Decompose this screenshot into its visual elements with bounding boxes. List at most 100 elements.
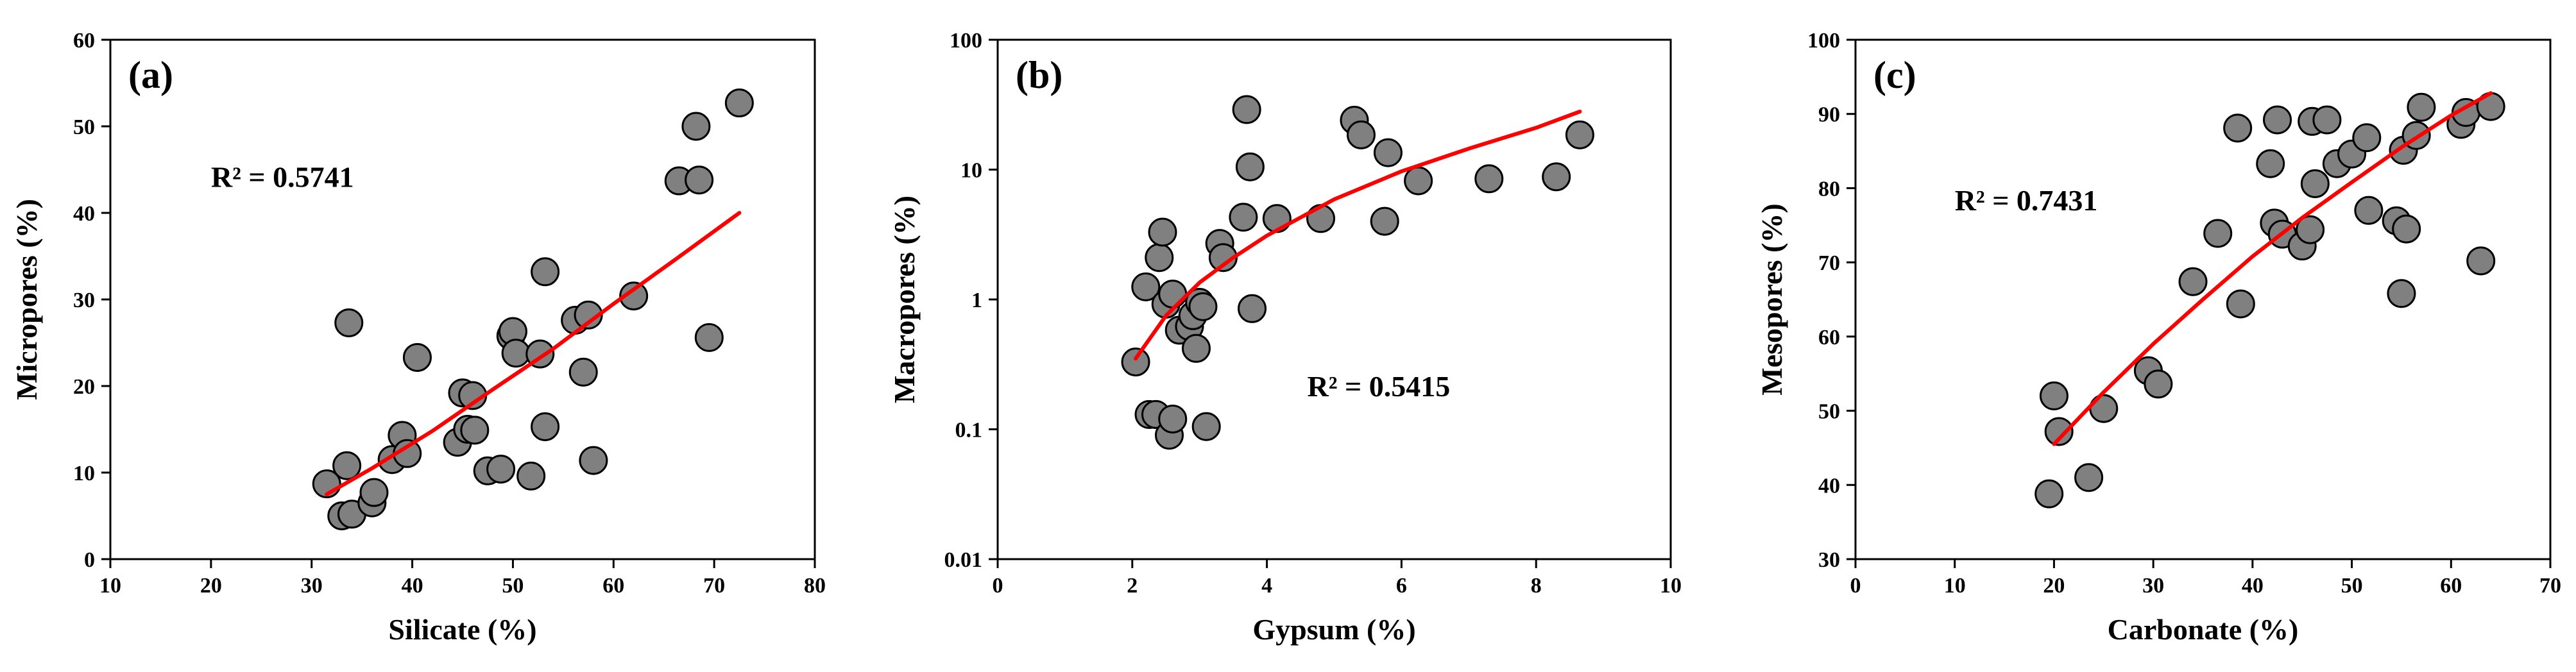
r-squared-label-c: R² = 0.7431	[1955, 184, 2098, 217]
data-point-c	[2226, 289, 2255, 319]
data-point-c	[2354, 196, 2384, 225]
data-point-c	[2256, 149, 2285, 178]
data-point-a	[516, 461, 546, 491]
trend-line-c	[2052, 91, 2493, 446]
data-point-a	[685, 165, 714, 195]
data-point-b	[1181, 333, 1211, 363]
x-tick-label-b: 6	[1396, 574, 1407, 598]
r-squared-label-a: R² = 0.5741	[211, 161, 354, 194]
data-point-b	[1346, 120, 1376, 149]
y-tick-label-a: 50	[73, 115, 95, 139]
x-tick-label-c: 70	[2539, 574, 2561, 598]
data-point-a	[681, 112, 711, 141]
x-tick-label-c: 20	[2043, 574, 2065, 598]
data-point-c	[2466, 246, 2496, 276]
y-tick-label-a: 60	[73, 29, 95, 53]
data-point-c	[2296, 215, 2325, 244]
data-point-b	[1565, 120, 1594, 149]
panel-label-b: (b)	[1016, 54, 1062, 96]
data-point-a	[694, 323, 724, 352]
data-point-b	[1158, 280, 1188, 309]
data-point-b	[1262, 204, 1292, 233]
data-point-c	[2223, 113, 2253, 143]
r-squared-label-b: R² = 0.5415	[1308, 370, 1451, 403]
panel-label-a: (a)	[128, 54, 173, 96]
x-tick-label-a: 70	[703, 574, 725, 598]
x-axis-title-a: Silicate (%)	[388, 613, 536, 646]
y-tick-label-a: 40	[73, 202, 95, 226]
panel-b: 0 2 4 6 8 10 0.01 0.1 1 10 100 Gypsum (%) Macropores…	[888, 29, 1682, 646]
data-point-c	[2407, 92, 2436, 122]
data-point-b	[1232, 95, 1261, 124]
y-axis-title-c: Mesopores (%)	[1755, 203, 1788, 395]
y-tick-label-a: 30	[73, 289, 95, 312]
x-tick-label-a: 20	[200, 574, 222, 598]
x-tick-label-c: 30	[2142, 574, 2164, 598]
x-tick-label-b: 0	[993, 574, 1003, 598]
data-point-c	[2387, 279, 2416, 308]
x-tick-label-b: 4	[1261, 574, 1272, 598]
y-tick-label-b: 0.01	[944, 548, 983, 572]
data-point-b	[1235, 152, 1265, 181]
y-axis-title-a: Micropores (%)	[10, 199, 43, 400]
data-point-a	[332, 451, 362, 480]
x-tick-label-a: 60	[602, 574, 624, 598]
x-tick-label-a: 30	[301, 574, 323, 598]
x-tick-label-a: 10	[99, 574, 121, 598]
x-tick-label-a: 50	[502, 574, 524, 598]
data-point-b	[1229, 203, 1258, 232]
trend-line-b	[1134, 110, 1582, 361]
data-point-c	[2089, 394, 2119, 423]
x-tick-label-b: 8	[1531, 574, 1542, 598]
data-point-b	[1474, 164, 1504, 194]
data-point-a	[486, 455, 516, 484]
y-tick-label-a: 10	[73, 462, 95, 485]
data-point-a	[501, 339, 531, 368]
data-point-a	[460, 416, 490, 445]
data-point-b	[1238, 294, 1267, 323]
data-point-c	[2034, 479, 2064, 508]
x-tick-label-c: 10	[1944, 574, 1966, 598]
data-point-b	[1131, 272, 1161, 301]
plot-frame-c	[1854, 38, 2552, 560]
y-tick-label-b: 0.1	[955, 419, 983, 442]
y-tick-label-a: 20	[73, 375, 95, 399]
data-point-c	[2144, 369, 2173, 399]
x-tick-label-a: 40	[402, 574, 423, 598]
data-point-c	[2203, 219, 2233, 248]
data-point-b	[1306, 204, 1336, 233]
y-tick-label-a: 0	[84, 548, 95, 572]
data-point-a	[531, 412, 560, 441]
y-tick-label-c: 100	[1807, 29, 1840, 53]
data-point-c	[2352, 123, 2382, 153]
trend-line-a	[325, 211, 742, 496]
x-tick-label-a: 80	[804, 574, 826, 598]
data-point-a	[359, 478, 389, 507]
data-point-c	[2392, 214, 2421, 244]
y-tick-label-c: 40	[1818, 474, 1840, 498]
data-point-b	[1145, 243, 1174, 273]
y-tick-label-c: 60	[1818, 326, 1840, 349]
y-tick-label-c: 50	[1818, 400, 1840, 424]
data-point-b	[1542, 162, 1571, 192]
x-tick-label-c: 60	[2440, 574, 2462, 598]
data-point-c	[2263, 105, 2292, 135]
y-tick-label-c: 30	[1818, 548, 1840, 572]
data-point-b	[1373, 138, 1403, 167]
x-tick-label-c: 50	[2341, 574, 2363, 598]
data-point-c	[2178, 267, 2208, 296]
x-tick-label-b: 2	[1127, 574, 1138, 598]
panel-c: 0 10 20 30 40 50 60 70 30 40 50 60 70 80 90 100 Carbonat…	[1755, 29, 2561, 646]
data-point-c	[2039, 381, 2068, 410]
data-point-b	[1370, 206, 1399, 236]
x-axis-title-b: Gypsum (%)	[1252, 613, 1415, 646]
data-point-c	[2074, 463, 2104, 492]
x-tick-label-c: 0	[1850, 574, 1861, 598]
x-axis-title-c: Carbonate (%)	[2108, 613, 2299, 646]
data-point-c	[2300, 169, 2330, 198]
y-tick-label-c: 90	[1818, 103, 1840, 127]
y-tick-label-b: 10	[960, 159, 982, 183]
